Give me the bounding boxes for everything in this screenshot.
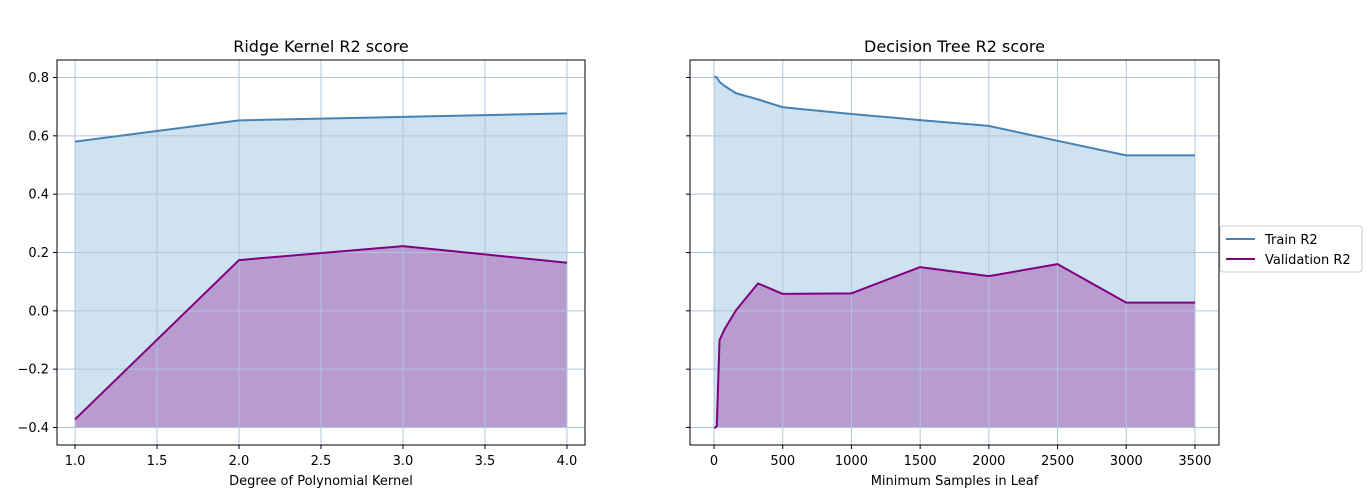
- legend-validation-label: Validation R2: [1265, 253, 1351, 268]
- legend: Train R2 Validation R2: [1219, 225, 1363, 273]
- ridge-y-tick-label: 0.8: [28, 71, 49, 86]
- legend-train-label: Train R2: [1264, 233, 1318, 248]
- ridge-chart-title: Ridge Kernel R2 score: [233, 37, 409, 56]
- tree-x-tick-label: 0: [710, 454, 718, 469]
- ridge-x-axis-label: Degree of Polynomial Kernel: [229, 474, 413, 489]
- tree-x-tick-label: 500: [770, 454, 795, 469]
- ridge-x-tick-label: 2.0: [229, 454, 250, 469]
- legend-box: [1219, 225, 1363, 273]
- tree-x-axis-label: Minimum Samples in Leaf: [871, 474, 1039, 489]
- tree-validation-line: [714, 263, 1195, 429]
- tree-x-tick-label: 3000: [1110, 454, 1143, 469]
- tree-x-tick-label: 2500: [1041, 454, 1074, 469]
- ridge-train-line: [74, 112, 567, 143]
- ridge-y-tick-label: 0.6: [28, 129, 49, 144]
- ridge-kernel-subplot: 1.0 1.5 2.0 2.5 3.0 3.5 4.0 0.8 0.6 0.4 0.2 0.0 −0.2…: [17, 37, 586, 489]
- tree-x-tick-label: 1500: [904, 454, 937, 469]
- ridge-y-tick-label: −0.4: [17, 421, 49, 436]
- ridge-y-tick-label: 0.4: [28, 188, 49, 203]
- tree-x-tick-label: 3500: [1178, 454, 1211, 469]
- ridge-x-tick-label: 3.5: [475, 454, 496, 469]
- ridge-y-tick-label: 0.2: [28, 246, 49, 261]
- ridge-x-tick-label: 2.5: [311, 454, 332, 469]
- ridge-y-tick-label: 0.0: [28, 304, 49, 319]
- tree-x-tick-label: 1000: [835, 454, 868, 469]
- tree-chart-title: Decision Tree R2 score: [864, 37, 1045, 56]
- tree-train-line: [714, 75, 1195, 157]
- ridge-x-tick-label: 1.5: [147, 454, 168, 469]
- ridge-x-tick-label: 3.0: [393, 454, 414, 469]
- ridge-x-tick-label: 4.0: [557, 454, 578, 469]
- tree-x-tick-label: 2000: [972, 454, 1005, 469]
- ridge-y-tick-label: −0.2: [17, 363, 49, 378]
- ridge-x-tick-label: 1.0: [65, 454, 86, 469]
- ridge-validation-line: [74, 245, 568, 421]
- tree-validation-area: [714, 264, 1195, 428]
- decision-tree-subplot: 0 500 1000 1500 2000 2500 3000 3500 Decision Tr…: [686, 37, 1220, 489]
